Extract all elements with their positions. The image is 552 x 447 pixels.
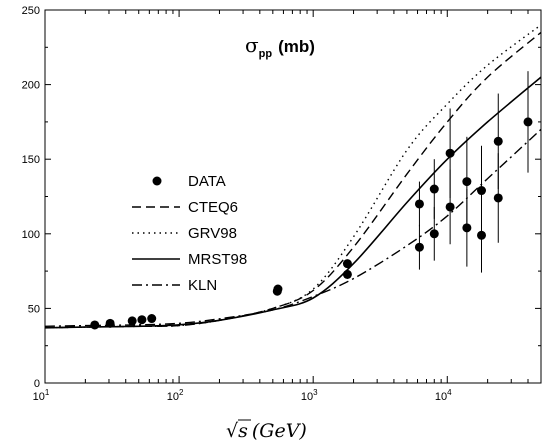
- data-point: [147, 314, 157, 324]
- data-error-bars: [276, 71, 529, 294]
- legend-label-data: DATA: [188, 173, 226, 190]
- data-point: [477, 230, 487, 240]
- legend-label-mrst98: MRST98: [188, 251, 247, 268]
- y-tick-label: 100: [22, 229, 40, 241]
- data-point: [414, 199, 424, 209]
- data-point: [462, 223, 472, 233]
- title-symbol: σ: [245, 33, 259, 57]
- y-axis: 0 50 100 150 200 250: [22, 5, 541, 390]
- data-point: [477, 186, 487, 196]
- data-point: [342, 259, 352, 269]
- title-subscript: pp: [259, 48, 273, 60]
- y-tick-label: 150: [22, 154, 40, 166]
- y-tick-label: 50: [28, 303, 40, 315]
- legend: DATA CTEQ6 GRV98 MRST98 KLN: [132, 173, 247, 294]
- curve-cteq6: [44, 31, 542, 329]
- data-point: [137, 315, 147, 325]
- x-tick-label: 104: [435, 388, 452, 403]
- data-point: [462, 177, 472, 187]
- y-tick-label: 250: [22, 5, 40, 17]
- data-point: [273, 284, 283, 294]
- x-tick-label: 102: [167, 388, 184, 403]
- data-point: [105, 318, 115, 328]
- data-points: [90, 117, 533, 330]
- legend-label-kln: KLN: [188, 277, 217, 294]
- data-point: [445, 202, 455, 212]
- x-axis-label-unit: (GeV): [252, 420, 307, 442]
- y-tick-label: 200: [22, 80, 40, 92]
- data-point: [429, 229, 439, 239]
- title-unit: (mb): [278, 37, 315, 56]
- chart-title: σpp (mb): [245, 33, 315, 60]
- y-tick-label: 0: [34, 378, 40, 390]
- x-axis-label-root: √: [226, 420, 239, 442]
- data-point: [523, 117, 533, 127]
- x-axis-label: √s (GeV): [226, 420, 307, 442]
- data-point: [429, 184, 439, 194]
- legend-label-cteq6: CTEQ6: [188, 199, 238, 216]
- data-point: [493, 136, 503, 146]
- data-point: [127, 316, 137, 326]
- x-tick-label: 103: [301, 388, 318, 403]
- legend-label-grv98: GRV98: [188, 225, 237, 242]
- data-point: [445, 148, 455, 158]
- data-point: [342, 269, 352, 279]
- x-tick-label: 101: [33, 388, 50, 403]
- x-axis-label-variable: s: [238, 420, 248, 442]
- data-point: [493, 193, 503, 203]
- data-point: [90, 320, 100, 330]
- x-axis: 101 102 103 104: [33, 10, 542, 403]
- data-point: [414, 242, 424, 252]
- legend-marker-data: [152, 176, 162, 186]
